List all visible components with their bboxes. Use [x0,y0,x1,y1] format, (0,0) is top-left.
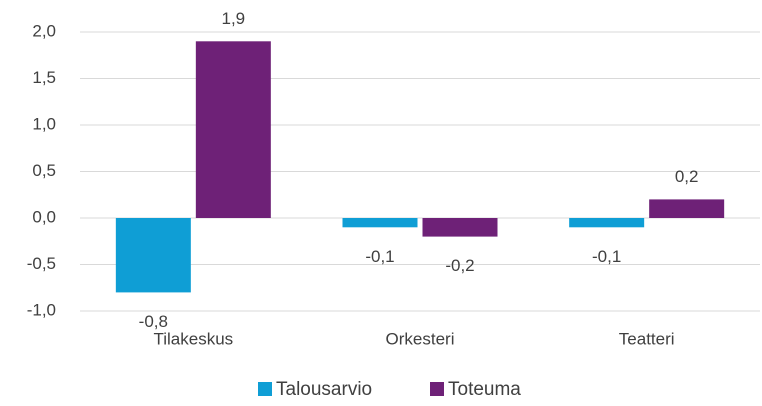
data-label: -0,8 [139,312,168,331]
data-label: -0,1 [365,247,394,266]
bar [649,199,725,218]
bar [115,218,191,293]
y-tick-label: 0,5 [32,161,56,180]
bar [569,218,645,228]
legend-label: Toteuma [448,379,521,400]
bar [342,218,418,228]
y-tick-label: -0,5 [27,254,56,273]
y-tick-label: 2,0 [32,21,56,40]
y-tick-label: 1,5 [32,68,56,87]
y-tick-label: -1,0 [27,300,56,319]
data-label: -0,2 [445,256,474,275]
legend-label: Talousarvio [276,379,372,400]
legend-swatch [258,382,272,396]
x-tick-label: Tilakeskus [153,329,233,348]
y-tick-label: 0,0 [32,207,56,226]
legend-swatch [430,382,444,396]
bar [195,41,271,218]
x-tick-label: Teatteri [619,329,675,348]
data-label: -0,1 [592,247,621,266]
data-label: 1,9 [222,9,246,28]
y-tick-label: 1,0 [32,114,56,133]
bar [422,218,498,237]
data-label: 0,2 [675,167,699,186]
x-tick-label: Orkesteri [386,329,455,348]
